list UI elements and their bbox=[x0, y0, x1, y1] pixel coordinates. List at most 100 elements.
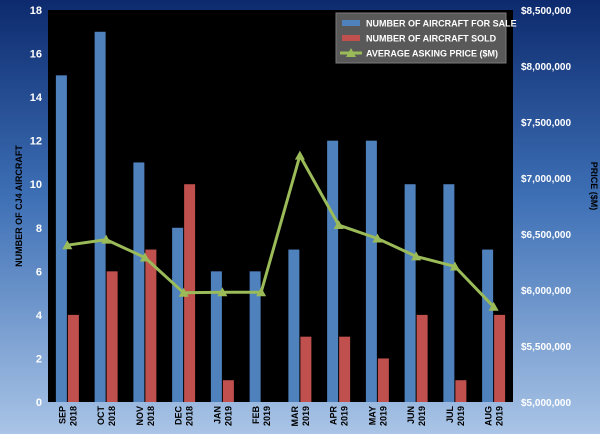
price-point-5 bbox=[256, 287, 267, 297]
x-tick-label: JAN 2019 bbox=[212, 406, 233, 426]
price-point-7 bbox=[333, 220, 344, 230]
price-point-11 bbox=[488, 301, 499, 311]
plot-area bbox=[48, 10, 513, 402]
bar-sold-9 bbox=[416, 314, 428, 402]
price-point-9 bbox=[411, 251, 422, 261]
y-tick-label: 18 bbox=[30, 5, 42, 17]
svg-text:2019: 2019 bbox=[378, 406, 388, 426]
bar-sold-0 bbox=[67, 314, 79, 402]
svg-text:SEP: SEP bbox=[57, 406, 67, 424]
bar-for-sale-0 bbox=[55, 75, 67, 402]
x-tick-label: SEP 2018 bbox=[57, 406, 78, 426]
svg-text:2019: 2019 bbox=[495, 406, 505, 426]
bar-for-sale-3 bbox=[172, 227, 184, 402]
svg-text:2019: 2019 bbox=[417, 406, 427, 426]
y2-axis-title: PRICE ($M) bbox=[589, 162, 599, 211]
y-tick-label: 2 bbox=[36, 353, 42, 365]
bar-sold-2 bbox=[145, 249, 157, 402]
bar-for-sale-8 bbox=[365, 140, 377, 402]
y-tick-label: 4 bbox=[36, 310, 43, 322]
price-point-2 bbox=[139, 252, 150, 262]
legend-box bbox=[335, 12, 507, 64]
bar-sold-1 bbox=[106, 271, 118, 402]
legend-label-0: NUMBER OF AIRCRAFT FOR SALE bbox=[366, 19, 517, 29]
price-point-1 bbox=[101, 234, 112, 244]
bar-for-sale-1 bbox=[94, 31, 106, 403]
y2-tick-label: $6,000,000 bbox=[521, 286, 571, 297]
y2-tick-label: $8,500,000 bbox=[521, 6, 571, 17]
y-tick-label: 16 bbox=[30, 49, 42, 61]
left-axis: 0 2 4 6 8 10 12 14 16 18 bbox=[30, 5, 43, 409]
svg-text:OCT: OCT bbox=[96, 406, 106, 426]
svg-text:2019: 2019 bbox=[301, 406, 311, 426]
y-tick-label: 14 bbox=[30, 92, 43, 104]
svg-text:AUG: AUG bbox=[484, 406, 494, 426]
bar-sold-8 bbox=[377, 358, 389, 402]
x-tick-label: AUG 2019 bbox=[484, 406, 505, 426]
bar-for-sale-7 bbox=[327, 140, 339, 402]
x-tick-label: MAY 2019 bbox=[367, 406, 388, 426]
y-tick-label: 0 bbox=[36, 397, 42, 409]
price-point-0 bbox=[62, 240, 73, 250]
y2-tick-label: $5,000,000 bbox=[521, 398, 571, 409]
x-tick-label: MAR 2019 bbox=[290, 406, 311, 427]
bar-sold-6 bbox=[300, 336, 312, 402]
bar-for-sale-10 bbox=[443, 184, 455, 402]
svg-text:2019: 2019 bbox=[456, 406, 466, 426]
y-tick-label: 8 bbox=[36, 223, 42, 235]
bar-for-sale-4 bbox=[210, 271, 222, 402]
svg-text:MAY: MAY bbox=[367, 406, 377, 425]
legend-swatch-1 bbox=[342, 35, 360, 41]
y-tick-label: 6 bbox=[36, 266, 42, 278]
svg-text:2018: 2018 bbox=[146, 406, 156, 426]
price-point-6 bbox=[294, 150, 305, 160]
bar-sold-7 bbox=[339, 336, 351, 402]
y-axis-title: NUMBER OF CJ4 AIRCRAFT bbox=[14, 145, 24, 267]
bar-sold-10 bbox=[455, 380, 467, 402]
svg-text:2019: 2019 bbox=[223, 406, 233, 426]
bar-for-sale-2 bbox=[133, 162, 145, 402]
bar-for-sale-6 bbox=[288, 249, 300, 402]
price-point-3 bbox=[178, 287, 189, 297]
x-tick-label: NOV 2018 bbox=[135, 406, 156, 426]
svg-text:2018: 2018 bbox=[107, 406, 117, 426]
y2-tick-label: $5,500,000 bbox=[521, 342, 571, 353]
right-axis: $5,000,000 $5,500,000 $6,000,000 $6,500,000… bbox=[521, 6, 571, 409]
svg-text:FEB: FEB bbox=[251, 405, 261, 424]
x-tick-label: FEB 2019 bbox=[251, 405, 272, 426]
bar-sold-11 bbox=[494, 314, 506, 402]
price-point-10 bbox=[449, 261, 460, 271]
y-tick-label: 10 bbox=[30, 179, 42, 191]
y2-tick-label: $8,000,000 bbox=[521, 62, 571, 73]
y2-tick-label: $7,500,000 bbox=[521, 118, 571, 129]
svg-text:APR: APR bbox=[329, 406, 339, 426]
legend-label-1: NUMBER OF AIRCRAFT SOLD bbox=[366, 34, 497, 44]
svg-text:2018: 2018 bbox=[185, 406, 195, 426]
legend-swatch-0 bbox=[342, 20, 360, 26]
svg-text:2019: 2019 bbox=[262, 406, 272, 426]
bar-for-sale-11 bbox=[482, 249, 494, 402]
y-tick-label: 12 bbox=[30, 136, 42, 148]
bar-sold-4 bbox=[222, 380, 234, 402]
x-axis: SEP 2018 OCT 2018 NOV 2018 DEC 2018 JAN 2019 FEB 20… bbox=[57, 405, 504, 426]
svg-text:JAN: JAN bbox=[212, 406, 222, 424]
svg-text:NOV: NOV bbox=[135, 406, 145, 426]
legend-label-2: AVERAGE ASKING PRICE ($M) bbox=[366, 49, 498, 59]
y2-tick-label: $7,000,000 bbox=[521, 174, 571, 185]
y2-tick-label: $6,500,000 bbox=[521, 230, 571, 241]
x-tick-label: APR 2019 bbox=[329, 406, 350, 427]
bar-for-sale-5 bbox=[249, 271, 261, 402]
price-point-4 bbox=[217, 287, 228, 297]
svg-text:2019: 2019 bbox=[340, 406, 350, 426]
line-layer bbox=[62, 150, 499, 311]
x-tick-label: JUN 2019 bbox=[406, 406, 427, 426]
price-line bbox=[67, 154, 495, 308]
bar-for-sale-9 bbox=[404, 184, 416, 402]
price-point-8 bbox=[372, 233, 383, 243]
x-tick-label: JUL 2019 bbox=[445, 406, 466, 427]
legend: NUMBER OF AIRCRAFT FOR SALE NUMBER OF AIR… bbox=[335, 12, 517, 64]
x-tick-label: DEC 2018 bbox=[174, 406, 195, 427]
svg-text:JUL: JUL bbox=[445, 406, 455, 424]
svg-text:MAR: MAR bbox=[290, 406, 300, 427]
